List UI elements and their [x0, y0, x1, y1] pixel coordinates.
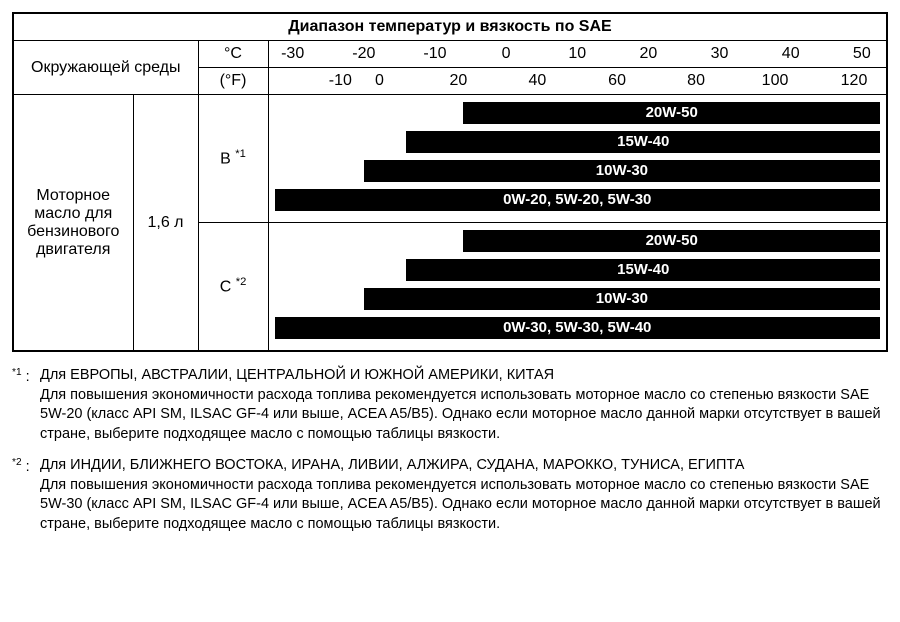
tick-c: -10 — [423, 45, 446, 63]
bar-row: 10W-30 — [275, 160, 881, 186]
tick-f: 120 — [841, 72, 868, 90]
region-c-cell: С *2 — [198, 223, 268, 352]
fn1-line2: Для повышения экономичности расхода топл… — [40, 386, 888, 445]
viscosity-bar: 0W-30, 5W-30, 5W-40 — [275, 317, 881, 339]
bar-row: 0W-20, 5W-20, 5W-30 — [275, 189, 881, 215]
tick-f: 80 — [687, 72, 705, 90]
fn2-line1: Для ИНДИИ, БЛИЖНЕГО ВОСТОКА, ИРАНА, ЛИВИ… — [40, 456, 888, 476]
bar-row: 15W-40 — [275, 259, 881, 285]
viscosity-bar: 15W-40 — [406, 131, 880, 153]
tick-f: 0 — [375, 72, 384, 90]
region-b-label: В — [220, 151, 231, 168]
footnote-2: *2 : Для ИНДИИ, БЛИЖНЕГО ВОСТОКА, ИРАНА,… — [12, 456, 888, 534]
region-c-label: С — [220, 279, 232, 296]
tick-f: -10 — [329, 72, 352, 90]
bar-row: 20W-50 — [275, 230, 881, 256]
viscosity-bar: 15W-40 — [406, 259, 880, 281]
region-b-cell: В *1 — [198, 95, 268, 223]
fn2-mark: *2 : — [12, 456, 40, 534]
engine-volume: 1,6 л — [133, 95, 198, 352]
tick-f: 100 — [762, 72, 789, 90]
table-title: Диапазон температур и вязкость по SAE — [13, 13, 887, 41]
footnotes: *1 : Для ЕВРОПЫ, АВСТРАЛИИ, ЦЕНТРАЛЬНОЙ … — [12, 366, 888, 535]
tick-c: -20 — [352, 45, 375, 63]
unit-c: °C — [198, 41, 268, 68]
viscosity-bar: 20W-50 — [463, 102, 880, 124]
region-b-sup: *1 — [235, 148, 246, 160]
tick-f: 40 — [529, 72, 547, 90]
fn1-line1: Для ЕВРОПЫ, АВСТРАЛИИ, ЦЕНТРАЛЬНОЙ И ЮЖН… — [40, 366, 888, 386]
viscosity-bar: 0W-20, 5W-20, 5W-30 — [275, 189, 881, 211]
tick-f: 20 — [450, 72, 468, 90]
bars-b-cell: 20W-50 15W-40 10W-30 0W-20, 5W-20, 5W-30 — [268, 95, 887, 223]
viscosity-bar: 10W-30 — [364, 160, 880, 182]
tick-c: 30 — [711, 45, 729, 63]
viscosity-table: Диапазон температур и вязкость по SAE Ок… — [12, 12, 888, 352]
tick-c: 0 — [502, 45, 511, 63]
region-c-sup: *2 — [236, 276, 247, 288]
scale-fahrenheit: -10 0 20 40 60 80 100 120 — [268, 68, 887, 95]
tick-c: -30 — [281, 45, 304, 63]
fn1-mark: *1 : — [12, 366, 40, 444]
tick-c: 10 — [568, 45, 586, 63]
fn2-line2: Для повышения экономичности расхода топл… — [40, 476, 888, 535]
viscosity-bar: 10W-30 — [364, 288, 880, 310]
scale-celsius: -30 -20 -10 0 10 20 30 40 50 — [268, 41, 887, 68]
bars-c-cell: 20W-50 15W-40 10W-30 0W-30, 5W-30, 5W-40 — [268, 223, 887, 352]
env-header: Окружающей среды — [13, 41, 198, 95]
tick-c: 20 — [639, 45, 657, 63]
bar-row: 15W-40 — [275, 131, 881, 157]
unit-f: (°F) — [198, 68, 268, 95]
viscosity-bar: 20W-50 — [463, 230, 880, 252]
bar-row: 10W-30 — [275, 288, 881, 314]
bar-row: 20W-50 — [275, 102, 881, 128]
tick-c: 50 — [853, 45, 871, 63]
footnote-1: *1 : Для ЕВРОПЫ, АВСТРАЛИИ, ЦЕНТРАЛЬНОЙ … — [12, 366, 888, 444]
tick-f: 60 — [608, 72, 626, 90]
oil-header: Моторное масло для бензинового двигателя — [13, 95, 133, 352]
tick-c: 40 — [782, 45, 800, 63]
bar-row: 0W-30, 5W-30, 5W-40 — [275, 317, 881, 343]
